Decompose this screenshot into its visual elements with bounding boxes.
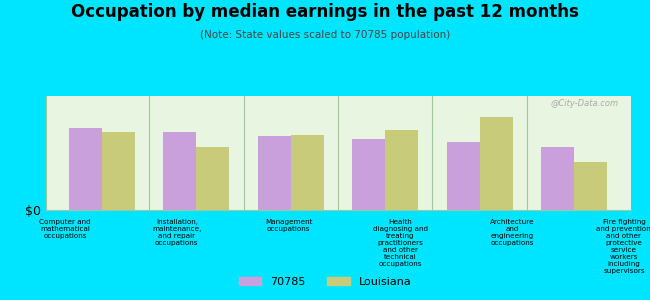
Bar xyxy=(163,133,196,210)
Bar xyxy=(385,130,418,210)
Text: Fire fighting
and prevention,
and other
protective
service
workers
including
sup: Fire fighting and prevention, and other … xyxy=(595,219,650,274)
Text: @City-Data.com: @City-Data.com xyxy=(551,99,619,108)
Bar xyxy=(258,136,291,210)
Text: Installation,
maintenance,
and repair
occupations: Installation, maintenance, and repair oc… xyxy=(152,219,202,246)
Text: Computer and
mathematical
occupations: Computer and mathematical occupations xyxy=(39,219,91,239)
Text: Management
occupations: Management occupations xyxy=(265,219,313,232)
Legend: 70785, Louisiana: 70785, Louisiana xyxy=(234,273,416,291)
Bar xyxy=(480,116,513,210)
Text: Occupation by median earnings in the past 12 months: Occupation by median earnings in the pas… xyxy=(71,3,579,21)
Text: Architecture
and
engineering
occupations: Architecture and engineering occupations xyxy=(490,219,534,246)
Bar xyxy=(574,162,607,210)
Bar xyxy=(102,133,135,210)
Text: Health
diagnosing and
treating
practitioners
and other
technical
occupations: Health diagnosing and treating practitio… xyxy=(373,219,428,267)
Text: (Note: State values scaled to 70785 population): (Note: State values scaled to 70785 popu… xyxy=(200,30,450,40)
Bar xyxy=(447,142,480,210)
Bar xyxy=(352,139,385,210)
Bar xyxy=(291,135,324,210)
Bar xyxy=(196,147,229,210)
Bar xyxy=(541,147,574,210)
Bar xyxy=(69,128,102,210)
